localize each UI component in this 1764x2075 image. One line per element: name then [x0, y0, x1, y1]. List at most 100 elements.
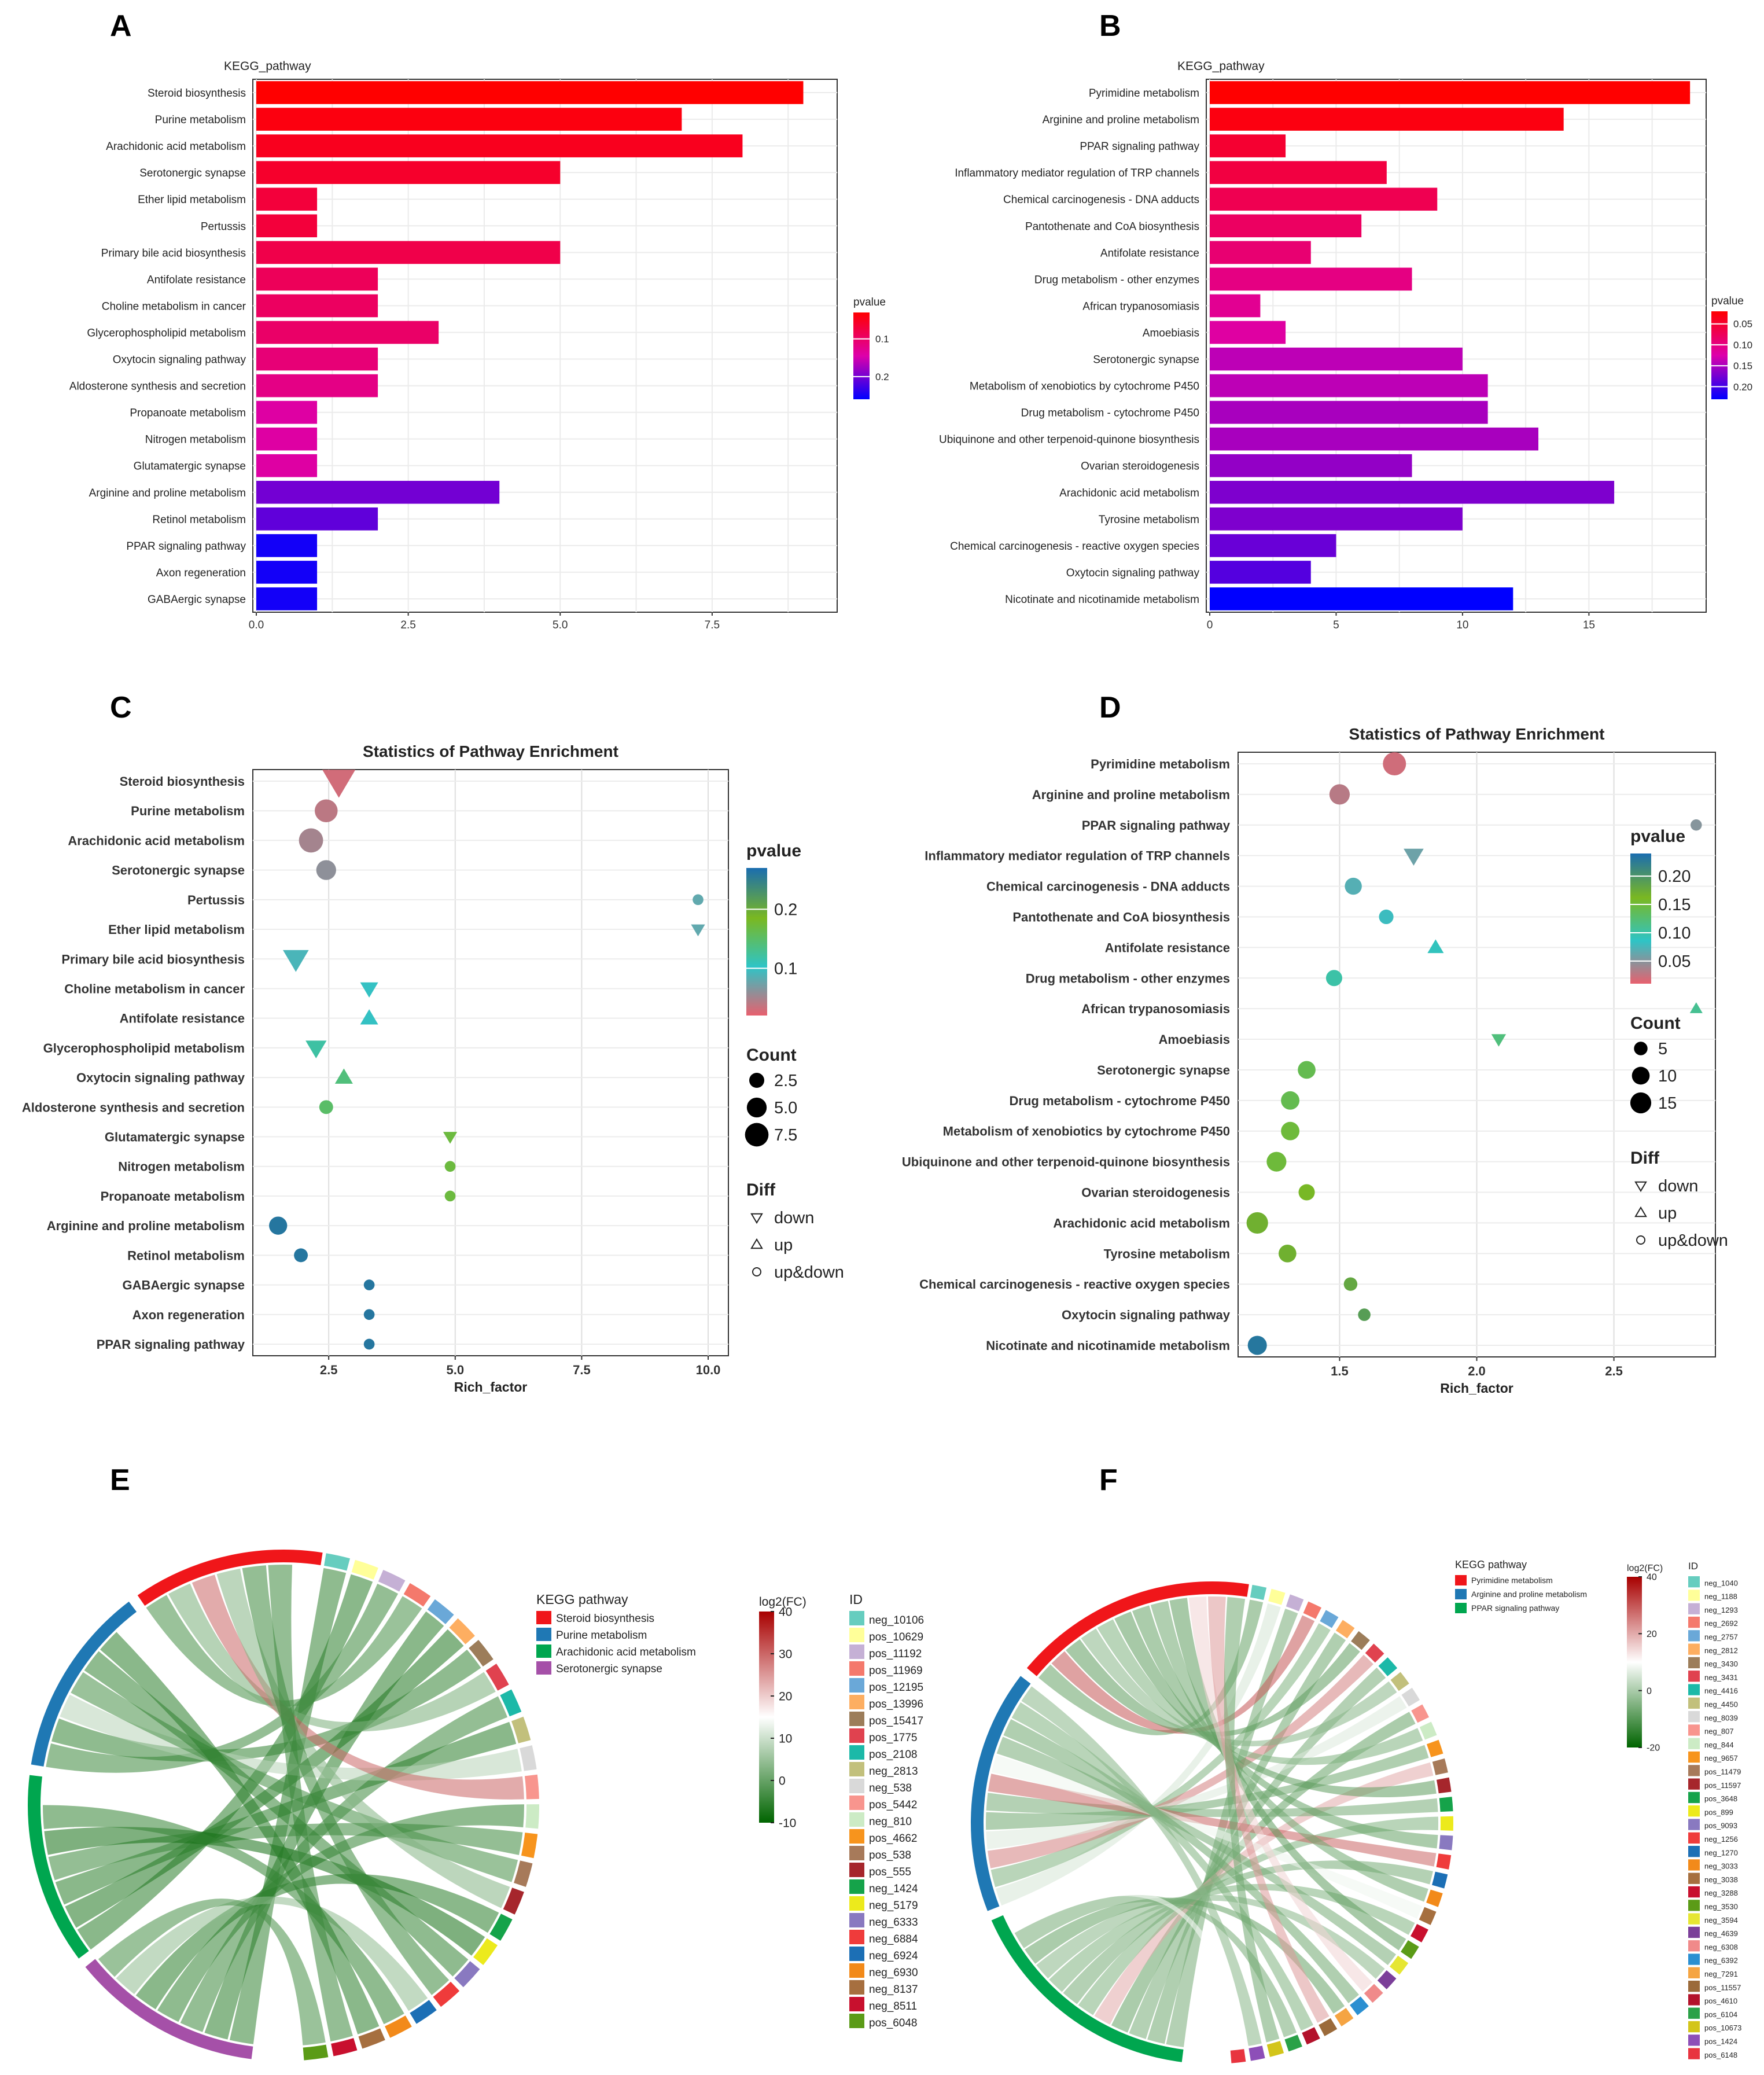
bar-choline-metabolism-in-cancer	[256, 294, 378, 318]
ribbon-pos_10673-pyrimidine-metabolism	[1224, 1596, 1280, 2043]
category-label-glycerophospholipid-metabolism: Glycerophospholipid metabolism	[87, 327, 246, 339]
id-sector-neg_3431	[1365, 1643, 1384, 1663]
bar-arginine-and-proline-metabolism	[256, 480, 500, 504]
ribbon-neg_4639-ppar-signaling-pathway	[1036, 1894, 1385, 1979]
id-legend-label-neg_2757: neg_2757	[1704, 1633, 1738, 1642]
panel-e-fc-tick-label: -10	[779, 1816, 796, 1830]
id-legend-swatch-neg_538	[849, 1779, 864, 1793]
id-legend-label-neg_6333: neg_6333	[869, 1916, 918, 1929]
ribbon-pos_555-steroid-biosynthesis	[216, 1568, 510, 1908]
point-ether-lipid-metabolism	[691, 924, 705, 937]
pathway-legend-swatch-arginine-and-proline-metabolism	[1455, 1589, 1467, 1599]
pathway-label-gabaergic-synapse: GABAergic synapse	[122, 1278, 245, 1293]
id-legend-label-pos_538: pos_538	[869, 1849, 911, 1861]
id-sector-neg_8511	[331, 2038, 358, 2056]
pathway-legend-swatch-ppar-signaling-pathway	[1455, 1603, 1467, 1613]
point-oxytocin-signaling-pathway	[1358, 1308, 1371, 1321]
panel-a-legend-title: pvalue	[853, 296, 886, 308]
bar-axon-regeneration	[256, 561, 318, 584]
id-legend-swatch-neg_1040	[1688, 1576, 1700, 1588]
id-legend-swatch-neg_2813	[849, 1762, 864, 1776]
id-sector-pos_555	[503, 1888, 524, 1915]
id-legend-swatch-pos_6104	[1688, 2007, 1700, 2019]
ribbon-pos_899-ppar-signaling-pathway	[1078, 1816, 1439, 2015]
category-label-tyrosine-metabolism: Tyrosine metabolism	[1099, 514, 1199, 526]
panel-f-pathway-legend-title: KEGG pathway	[1455, 1559, 1527, 1570]
id-legend-swatch-neg_3530	[1688, 1900, 1700, 1911]
ribbon-neg_6924-serotonergic-synapse	[116, 1896, 428, 2011]
id-legend-label-pos_899: pos_899	[1704, 1808, 1733, 1816]
id-sector-pos_3648	[1439, 1797, 1453, 1812]
id-sector-pos_6148	[1230, 2049, 1246, 2063]
point-nitrogen-metabolism	[444, 1161, 456, 1172]
id-legend-label-neg_6884: neg_6884	[869, 1933, 918, 1945]
point-axon-regeneration	[363, 1309, 375, 1320]
panel-d-count-legend-dot	[1632, 1066, 1650, 1085]
id-sector-neg_3430	[1351, 1631, 1370, 1650]
panel-c-diff-legend-symbol	[750, 1213, 763, 1224]
pathway-label-aldosterone-synthesis-and-secretion: Aldosterone synthesis and secretion	[22, 1100, 245, 1114]
pathway-label-tyrosine-metabolism: Tyrosine metabolism	[1104, 1246, 1230, 1261]
bar-glutamatergic-synapse	[256, 454, 318, 477]
panel-f-fc-tick-label: 40	[1647, 1573, 1657, 1583]
id-sector-pos_10673	[1266, 2041, 1284, 2057]
bar-gabaergic-synapse	[256, 587, 318, 610]
ribbon-pos_2108-serotonergic-synapse	[180, 1696, 508, 2032]
id-sector-neg_7291	[1334, 2008, 1354, 2026]
bar-ppar-signaling-pathway	[256, 534, 318, 557]
panel-letter-e: E	[110, 1463, 130, 1497]
id-legend-label-neg_10106: neg_10106	[869, 1614, 924, 1627]
ribbon-neg_8137-purine-metabolism	[100, 1632, 380, 2034]
id-legend-swatch-pos_15417	[849, 1712, 864, 1726]
id-legend-swatch-pos_11479	[1688, 1765, 1700, 1776]
id-legend-swatch-neg_1188	[1688, 1590, 1700, 1601]
category-label-ppar-signaling-pathway: PPAR signaling pathway	[1080, 141, 1199, 153]
id-legend-label-neg_8137: neg_8137	[869, 1984, 918, 1996]
id-legend-swatch-pos_1775	[849, 1728, 864, 1743]
pathway-label-purine-metabolism: Purine metabolism	[131, 804, 245, 818]
panel-c-pvalue-colorbar	[746, 868, 767, 1016]
bar-primary-bile-acid-biosynthesis	[256, 241, 561, 264]
panel-b-plot-area	[1206, 79, 1707, 613]
panel-a-legend-tick-label: 0.2	[875, 371, 889, 382]
panel-a-legend-tick-label: 0.1	[875, 334, 889, 345]
panel-b-legend-colorbar	[1711, 311, 1728, 399]
id-legend-label-neg_6392: neg_6392	[1704, 1956, 1738, 1965]
pathway-label-african-trypanosomiasis: African trypanosomiasis	[1081, 1002, 1230, 1016]
panel-d-x-axis-label: Rich_factor	[1440, 1381, 1513, 1396]
point-propanoate-metabolism	[444, 1190, 456, 1202]
point-african-trypanosomiasis	[1689, 1002, 1703, 1013]
panel-c-count-legend-dot	[745, 1123, 769, 1147]
pathway-sector-arachidonic-acid-metabolism	[28, 1775, 89, 1959]
pathway-label-metabolism-of-xenobiotics-by-cytochrome-p450: Metabolism of xenobiotics by cytochrome …	[943, 1124, 1230, 1139]
id-sector-pos_9093	[1439, 1835, 1453, 1850]
bar-tyrosine-metabolism	[1210, 507, 1463, 531]
id-legend-swatch-pos_12195	[849, 1678, 864, 1693]
id-sector-pos_6104	[1284, 2034, 1302, 2052]
ribbon-neg_1270-ppar-signaling-pathway	[1063, 1860, 1433, 2004]
id-legend-label-neg_3431: neg_3431	[1704, 1673, 1738, 1682]
category-label-drug-metabolism-other-enzymes: Drug metabolism - other enzymes	[1034, 274, 1199, 286]
category-label-ether-lipid-metabolism: Ether lipid metabolism	[138, 194, 246, 206]
panel-d-pvalue-tick-label: 0.15	[1658, 896, 1691, 914]
bar-pyrimidine-metabolism	[1210, 81, 1691, 104]
point-arachidonic-acid-metabolism	[1246, 1212, 1268, 1234]
category-label-retinol-metabolism: Retinol metabolism	[152, 514, 246, 526]
id-legend-swatch-neg_1270	[1688, 1846, 1700, 1857]
panel-d-diff-legend-title: Diff	[1630, 1149, 1660, 1168]
bar-steroid-biosynthesis	[256, 81, 804, 104]
ribbon-neg_4416-ppar-signaling-pathway	[1129, 1667, 1386, 2039]
pathway-sector-pyrimidine-metabolism	[1026, 1581, 1249, 1676]
category-label-choline-metabolism-in-cancer: Choline metabolism in cancer	[102, 300, 246, 312]
point-ovarian-steroidogenesis	[1298, 1184, 1315, 1201]
pathway-legend-label-purine-metabolism: Purine metabolism	[556, 1629, 647, 1642]
id-legend-label-neg_2812: neg_2812	[1704, 1646, 1738, 1655]
ribbon-pos_1775-steroid-biosynthesis	[168, 1583, 496, 1732]
bar-antifolate-resistance	[1210, 241, 1311, 264]
bar-aldosterone-synthesis-and-secretion	[256, 374, 378, 398]
bar-nitrogen-metabolism	[256, 427, 318, 451]
panel-a-title: KEGG_pathway	[224, 60, 311, 73]
id-legend-swatch-neg_844	[1688, 1738, 1700, 1749]
category-label-arachidonic-acid-metabolism: Arachidonic acid metabolism	[106, 141, 246, 153]
id-sector-neg_6924	[410, 2000, 437, 2024]
